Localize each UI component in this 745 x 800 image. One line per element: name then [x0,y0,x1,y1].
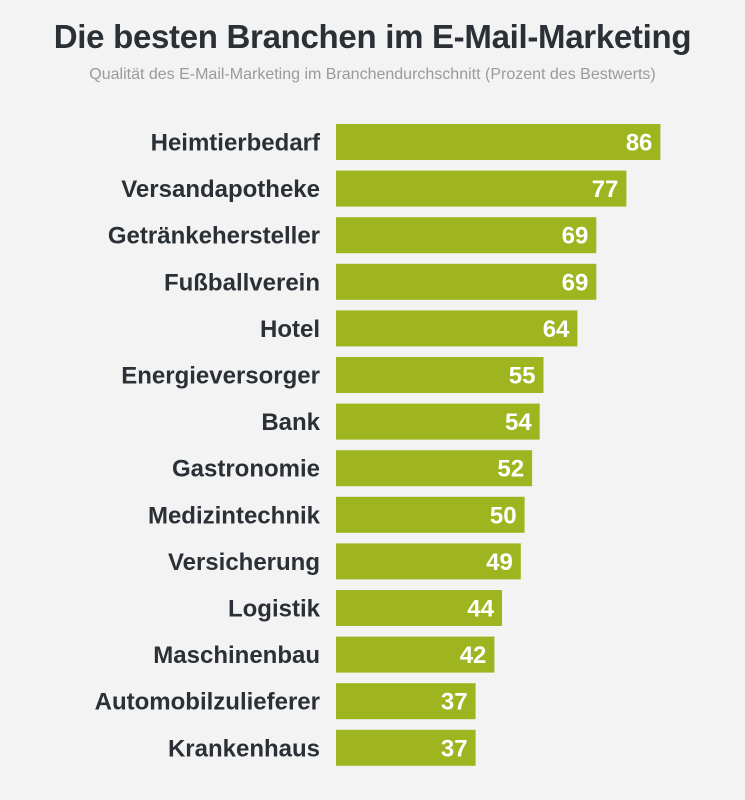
bar-6 [336,403,540,440]
bar-1 [336,170,627,207]
chart-subtitle: Qualität des E-Mail-Marketing im Branche… [89,66,656,83]
chart-title: Die besten Branchen im E-Mail-Marketing [53,18,692,55]
value-label-2: 69 [562,223,589,250]
category-label-13: Krankenhaus [168,735,320,762]
category-label-12: Automobilzulieferer [95,689,320,716]
category-label-4: Hotel [260,316,320,343]
bar-0 [336,124,661,160]
category-label-7: Gastronomie [172,456,320,483]
bar-9 [336,543,521,580]
category-label-5: Energieversorger [121,363,320,390]
value-label-12: 37 [441,689,468,716]
value-label-7: 52 [497,456,524,483]
category-label-2: Getränkehersteller [108,223,320,250]
value-label-3: 69 [562,269,589,296]
value-label-9: 49 [486,549,513,576]
category-label-11: Maschinenbau [153,642,320,669]
value-label-1: 77 [592,176,619,203]
value-label-6: 54 [505,409,532,436]
category-label-10: Logistik [228,596,321,623]
value-label-8: 50 [490,502,517,529]
value-label-13: 37 [441,735,468,762]
value-label-5: 55 [509,363,536,390]
bar-8 [336,496,525,533]
bar-12 [336,683,476,720]
bar-5 [336,357,544,393]
bar-2 [336,217,597,254]
bar-4 [336,310,578,347]
bar-7 [336,450,533,487]
bar-11 [336,636,495,673]
bar-3 [336,263,597,300]
category-label-9: Versicherung [168,549,320,576]
value-label-11: 42 [460,642,487,669]
category-label-6: Bank [261,409,320,436]
category-label-0: Heimtierbedarf [151,130,321,157]
category-label-1: Versandapotheke [121,176,320,203]
bar-13 [336,729,476,766]
value-label-0: 86 [626,130,653,157]
value-label-4: 64 [543,316,570,343]
category-label-3: Fußballverein [164,269,320,296]
category-label-8: Medizintechnik [148,502,321,529]
bar-10 [336,590,502,626]
value-label-10: 44 [467,596,494,623]
